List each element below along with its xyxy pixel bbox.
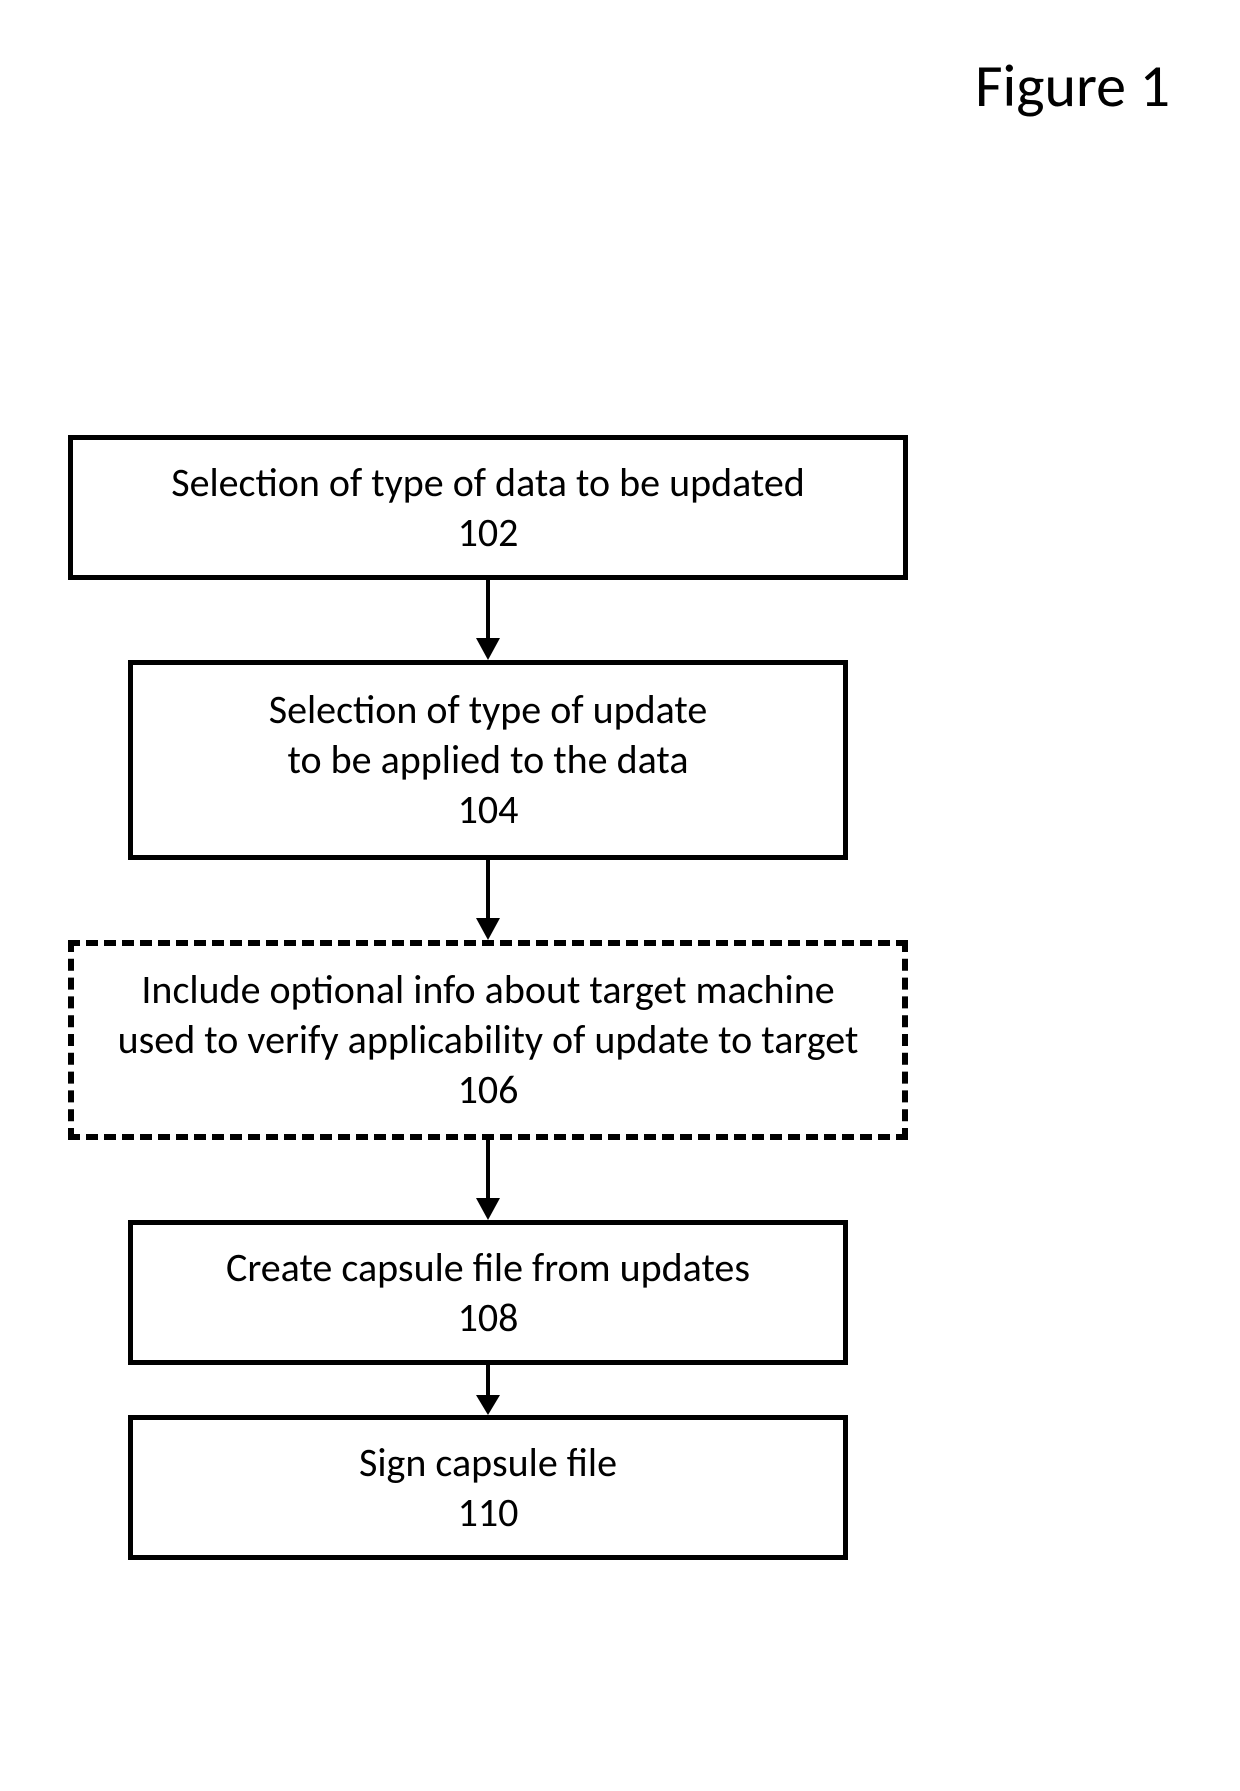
flowchart-node-106: Include optional info about target machi…: [68, 940, 908, 1140]
node-text: to be applied to the data: [288, 735, 689, 785]
arrow-down-icon: [468, 1365, 508, 1415]
flowchart-node-110: Sign capsule file 110: [128, 1415, 848, 1560]
node-text: Include optional info about target machi…: [141, 965, 834, 1015]
figure-title: Figure 1: [975, 50, 1170, 123]
flowchart-arrow: [68, 1365, 908, 1415]
node-text: Selection of type of data to be updated: [171, 458, 805, 508]
node-number: 108: [458, 1293, 519, 1343]
node-number: 110: [458, 1488, 519, 1538]
node-number: 106: [458, 1065, 519, 1115]
flowchart-node-108: Create capsule file from updates 108: [128, 1220, 848, 1365]
flowchart-node-102: Selection of type of data to be updated …: [68, 435, 908, 580]
flowchart-container: Selection of type of data to be updated …: [68, 435, 908, 1560]
node-number: 102: [458, 508, 519, 558]
arrow-down-icon: [468, 860, 508, 940]
flowchart-arrow: [68, 580, 908, 660]
arrow-down-icon: [468, 580, 508, 660]
flowchart-arrow: [68, 1140, 908, 1220]
flowchart-node-104: Selection of type of update to be applie…: [128, 660, 848, 860]
node-number: 104: [458, 785, 519, 835]
arrow-down-icon: [468, 1140, 508, 1220]
node-text: Selection of type of update: [269, 685, 708, 735]
node-text: Create capsule file from updates: [226, 1243, 750, 1293]
node-text: used to verify applicability of update t…: [118, 1015, 859, 1065]
node-text: Sign capsule file: [359, 1438, 617, 1488]
flowchart-arrow: [68, 860, 908, 940]
